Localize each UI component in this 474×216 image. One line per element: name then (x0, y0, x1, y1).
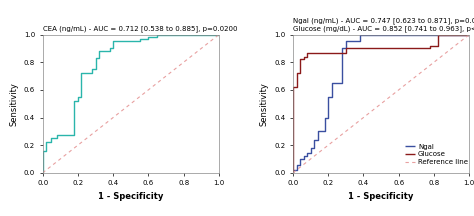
Ngal (290, 172, 296, 174)
Ngal (294, 163, 300, 166)
Glucose (301, 58, 306, 61)
Ngal (311, 138, 317, 141)
Ngal (294, 169, 300, 171)
Glucose (466, 33, 472, 36)
Ngal (325, 95, 331, 98)
Glucose (304, 55, 310, 58)
Glucose (428, 44, 433, 47)
Glucose (304, 51, 310, 54)
Ngal (357, 40, 363, 43)
Text: Ngal (ng/mL) - AUC = 0.747 [0.623 to 0.871], p=0.0011
Glucose (mg/dL) - AUC = 0.: Ngal (ng/mL) - AUC = 0.747 [0.623 to 0.8… (293, 18, 474, 32)
Ngal (322, 130, 328, 133)
Legend: Ngal, Glucose, Reference line: Ngal, Glucose, Reference line (403, 142, 469, 167)
Ngal (301, 158, 306, 160)
Ngal (329, 82, 335, 84)
Glucose (343, 47, 349, 50)
Glucose (428, 47, 433, 50)
Ngal (315, 130, 320, 133)
Ngal (290, 169, 296, 171)
Glucose (290, 86, 296, 88)
Line: Ngal: Ngal (293, 35, 469, 173)
Ngal (466, 33, 472, 36)
X-axis label: 1 - Specificity: 1 - Specificity (98, 192, 164, 201)
Glucose (297, 58, 303, 61)
Ngal (308, 147, 313, 149)
Ngal (339, 47, 345, 50)
Ngal (343, 40, 349, 43)
Glucose (435, 33, 440, 36)
Ngal (311, 147, 317, 149)
Ngal (304, 155, 310, 157)
Ngal (322, 116, 328, 119)
Ngal (301, 155, 306, 157)
Ngal (325, 116, 331, 119)
Ngal (329, 95, 335, 98)
Ngal (297, 158, 303, 160)
Line: Glucose: Glucose (293, 35, 469, 173)
Ngal (343, 47, 349, 50)
Ngal (357, 33, 363, 36)
Ngal (315, 138, 320, 141)
Ngal (339, 82, 345, 84)
Glucose (435, 44, 440, 47)
Ngal (304, 152, 310, 155)
Glucose (294, 86, 300, 88)
Y-axis label: Sensitivity: Sensitivity (9, 82, 18, 126)
Y-axis label: Sensitivity: Sensitivity (260, 82, 269, 126)
Glucose (301, 55, 306, 58)
Ngal (297, 163, 303, 166)
Glucose (343, 51, 349, 54)
Glucose (290, 172, 296, 174)
Ngal (308, 152, 313, 155)
Glucose (297, 72, 303, 75)
Text: CEA (ng/mL) - AUC = 0.712 [0.538 to 0.885], p=0.0200: CEA (ng/mL) - AUC = 0.712 [0.538 to 0.88… (43, 25, 237, 32)
Glucose (294, 72, 300, 75)
X-axis label: 1 - Specificity: 1 - Specificity (348, 192, 414, 201)
